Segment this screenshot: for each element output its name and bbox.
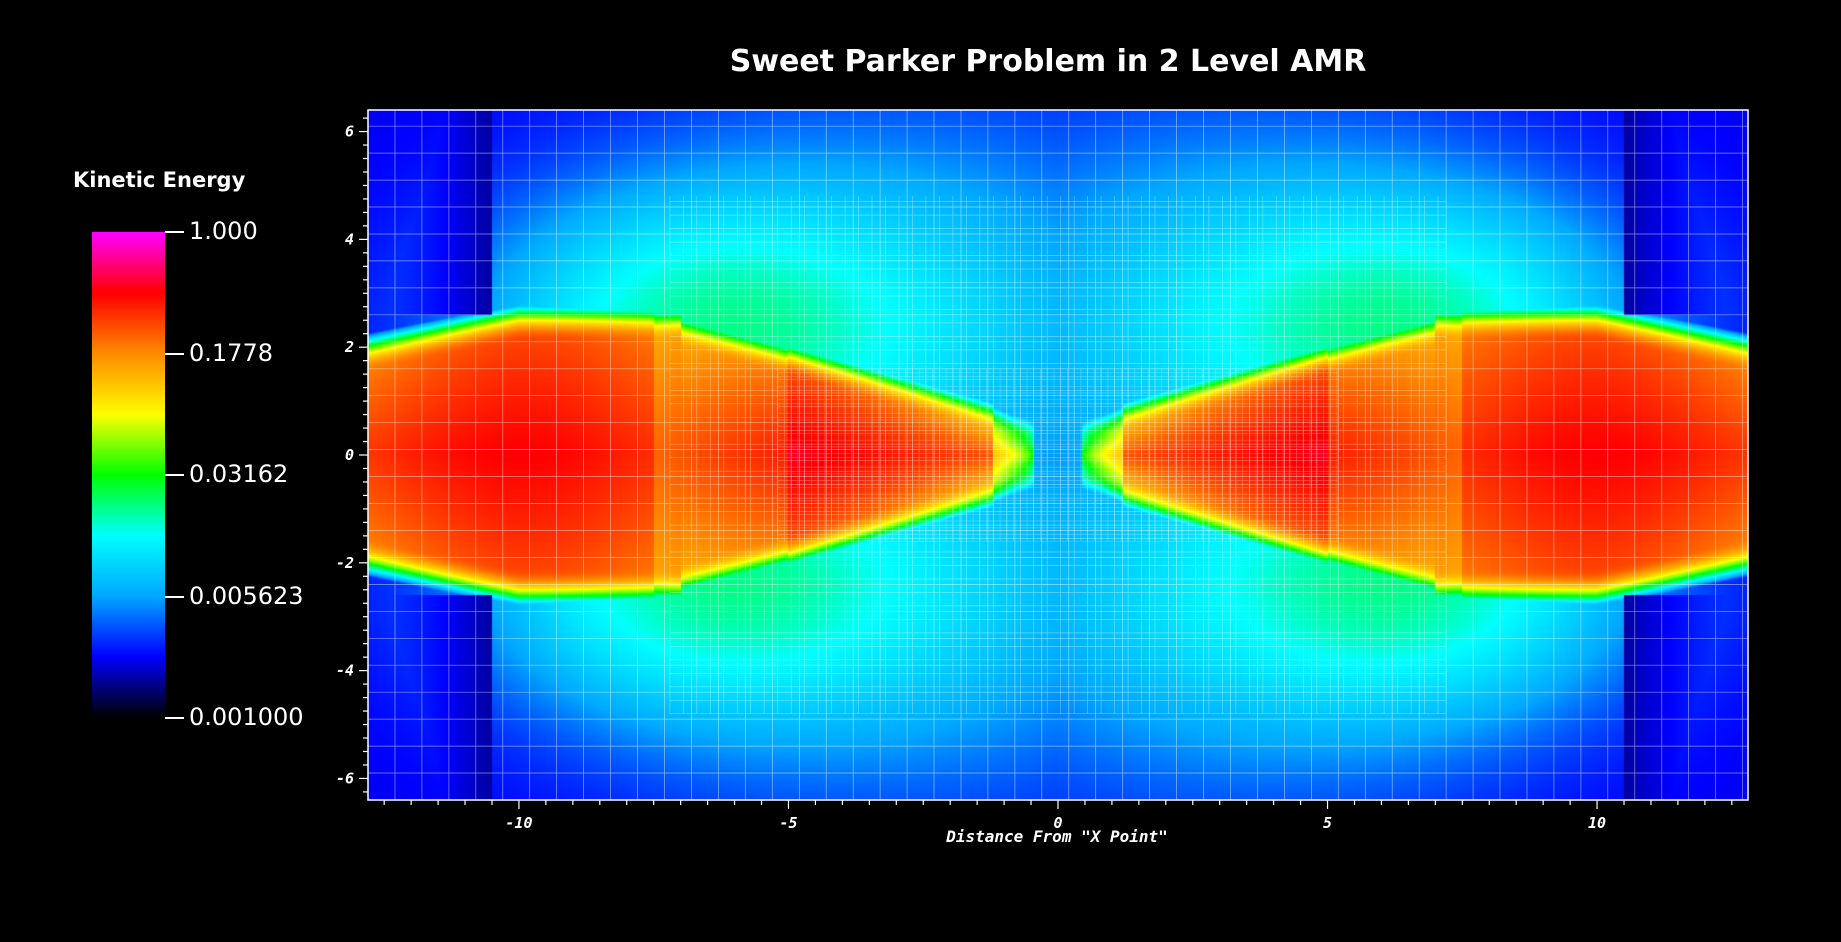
y-tick-label: 0 [345, 446, 354, 464]
x-tick-label: -10 [505, 814, 532, 832]
amr-level-2-grid [777, 368, 1339, 542]
amr-level-1-grid [669, 196, 1447, 715]
x-tick-label: 10 [1588, 814, 1606, 832]
x-tick-label: -5 [779, 814, 797, 832]
colorbar-tick-label: 0.005623 [189, 581, 304, 610]
amr-grid [367, 110, 1748, 801]
y-tick-label: 2 [344, 338, 354, 356]
x-tick-label: 0 [1053, 814, 1062, 832]
y-tick-label: -6 [336, 769, 354, 787]
colorbar-tick-label: 0.001000 [189, 703, 304, 731]
y-tick-label: -2 [336, 554, 354, 572]
x-tick-label: 5 [1323, 814, 1332, 832]
heatmap-image-frame [368, 110, 1748, 800]
colorbar-tick-label: 1.000 [189, 217, 258, 245]
colorbar [92, 232, 165, 718]
colorbar-tick-mark [165, 352, 184, 355]
colorbar-tick-label: 0.03162 [189, 460, 289, 488]
colorbar-tick-label: 0.1778 [189, 338, 273, 367]
y-tick-label: 4 [345, 230, 354, 248]
amr-level-2-lines [777, 368, 1339, 542]
colorbar-title: Kinetic Energy [73, 168, 246, 192]
colorbar-tick-mark [165, 595, 184, 598]
y-tick-label: 6 [345, 123, 354, 141]
colorbar-tick-mark [165, 717, 184, 719]
x-axis-label: Distance From "X Point" [945, 827, 1168, 846]
kinetic-energy-heatmap [368, 110, 1748, 800]
colorbar-tick-mark [165, 474, 184, 476]
chart-title: Sweet Parker Problem in 2 Level AMR [729, 44, 1367, 79]
colorbar-tick-mark [165, 231, 184, 233]
y-tick-label: -4 [336, 662, 354, 680]
amr-level-1-lines [669, 196, 1447, 715]
axes: -10 -5 0 5 10 6 4 2 0 -2 -4 -6 [336, 117, 1733, 832]
